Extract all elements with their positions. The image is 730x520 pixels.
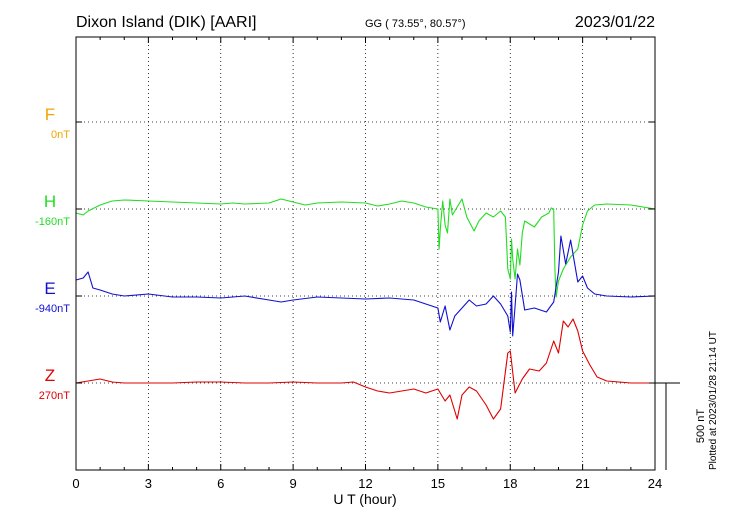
trace-E — [75, 235, 656, 337]
x-tick-label-0: 0 — [72, 476, 79, 491]
component-letter-Z: Z — [45, 366, 55, 385]
component-labels: F 0nT H -160nT E -940nT Z 270nT — [35, 105, 70, 402]
x-ticks: 0 3 6 9 12 15 18 21 24 — [72, 476, 662, 491]
x-tick-label-24: 24 — [648, 476, 662, 491]
plotted-note: Plotted at 2023/01/28 21:14 UT — [708, 331, 719, 470]
component-baseline-E: -940nT — [35, 303, 70, 315]
x-tick-label-12: 12 — [358, 476, 372, 491]
trace-H — [75, 198, 656, 298]
component-baseline-F: 0nT — [51, 129, 70, 141]
component-baseline-H: -160nT — [35, 216, 70, 228]
station-title: Dixon Island (DIK) [AARI] — [76, 14, 257, 31]
plot-frame — [75, 36, 656, 471]
x-tick-label-21: 21 — [575, 476, 589, 491]
x-tick-label-18: 18 — [503, 476, 517, 491]
coords-label: GG ( 73.55°, 80.57°) — [365, 18, 466, 30]
x-tick-label-6: 6 — [217, 476, 224, 491]
component-letter-F: F — [45, 105, 55, 124]
x-tick-label-3: 3 — [145, 476, 152, 491]
x-axis-label: U T (hour) — [333, 491, 396, 507]
traces — [75, 198, 656, 420]
x-tick-label-15: 15 — [431, 476, 445, 491]
scale-bar — [655, 382, 680, 470]
scale-bar-label: 500 nT — [695, 409, 707, 444]
x-tick-label-9: 9 — [290, 476, 297, 491]
component-letter-E: E — [44, 279, 55, 298]
trace-Z — [75, 318, 655, 420]
date-label: 2023/01/22 — [575, 14, 655, 31]
component-letter-H: H — [44, 192, 56, 211]
component-baseline-Z: 270nT — [39, 390, 70, 402]
